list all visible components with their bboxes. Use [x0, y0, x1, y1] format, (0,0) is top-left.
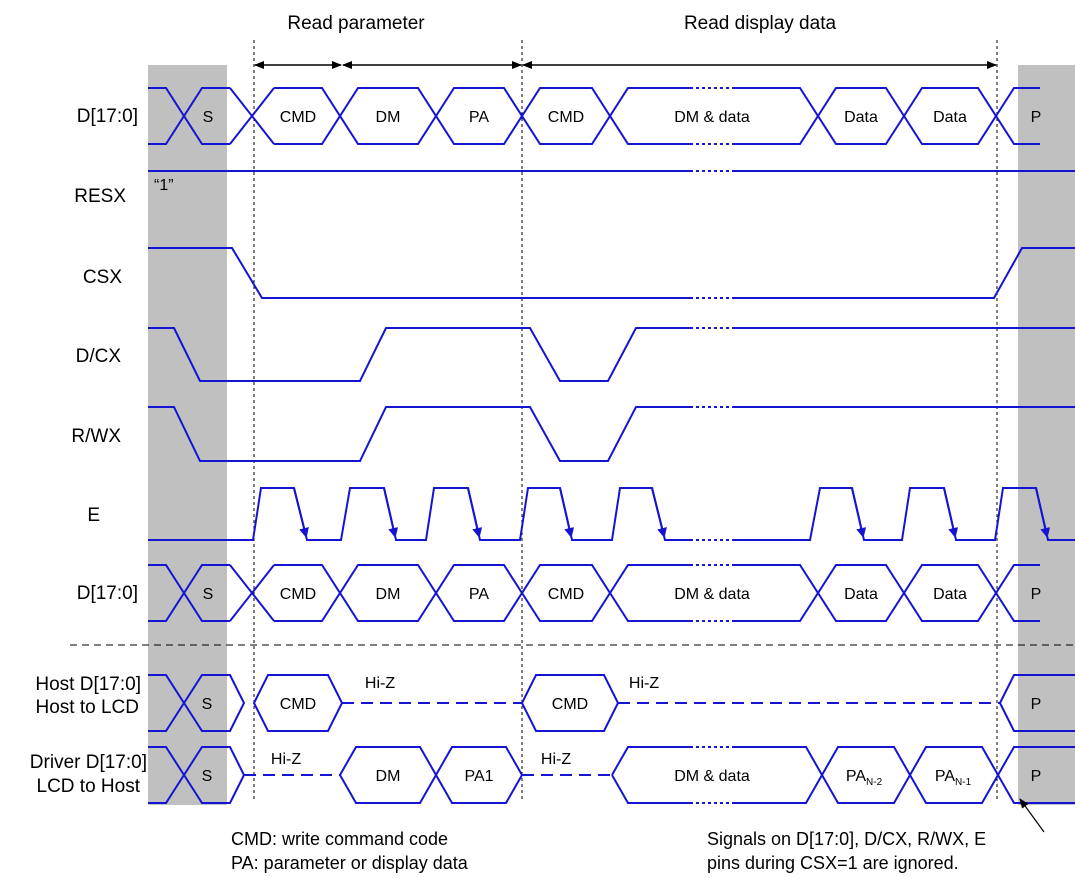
bus-d-top-lower-2	[735, 114, 1040, 145]
signal-label-host-2: Host to LCD	[36, 697, 139, 718]
cell-data: Data	[844, 109, 878, 126]
hiz-label: Hi-Z	[365, 675, 395, 692]
resx-value-label: “1”	[154, 177, 174, 194]
signal-label-rwx: R/WX	[71, 426, 121, 447]
signal-label-d-top: D[17:0]	[77, 106, 138, 127]
signal-label-driver-1: Driver D[17:0]	[30, 752, 147, 773]
signal-label-e: E	[87, 505, 100, 526]
bus-d-top	[148, 87, 1040, 145]
bus-d-bottom-labels: S CMD DM PA CMD DM & data Data Data P	[203, 586, 1042, 603]
bus-driver-labels: S Hi-Z DM PA1 Hi-Z DM & data PAN-2 PAN-1…	[202, 751, 1042, 788]
header-read-parameter: Read parameter	[287, 13, 425, 34]
wave-rwx	[148, 406, 1075, 462]
cell-start: S	[202, 696, 213, 713]
cell-cmd: CMD	[548, 586, 584, 603]
cell-pa: PA	[469, 586, 489, 603]
cell-data: Data	[933, 109, 967, 126]
cell-data: Data	[844, 586, 878, 603]
cell-stop: P	[1031, 586, 1042, 603]
hiz-label: Hi-Z	[629, 675, 659, 692]
cell-dm: DM	[376, 109, 401, 126]
cell-dm-data: DM & data	[674, 768, 750, 785]
wave-e	[148, 487, 1075, 541]
note-ignored-1: Signals on D[17:0], D/CX, R/WX, E	[707, 829, 986, 849]
signal-label-resx: RESX	[74, 186, 126, 207]
signal-label-driver-2: LCD to Host	[37, 776, 141, 797]
bus-d-top-labels: S CMD DM PA CMD DM & data Data Data P	[203, 109, 1042, 126]
cell-stop: P	[1031, 696, 1042, 713]
bus-d-top-upper	[148, 87, 690, 118]
cell-pa-n2: PAN-2	[846, 768, 883, 788]
wave-dcx	[148, 327, 1075, 382]
bus-d-top-cross	[229, 87, 275, 145]
cell-data: Data	[933, 586, 967, 603]
cell-cmd: CMD	[552, 696, 588, 713]
bus-d-top-dots	[690, 87, 735, 145]
cell-pa-n1: PAN-1	[935, 768, 972, 788]
bus-d-top-upper-2	[735, 87, 1040, 118]
shade-end-region	[1018, 65, 1075, 805]
cell-pa1: PA1	[464, 768, 493, 785]
cell-dm: DM	[376, 768, 401, 785]
bus-driver	[148, 746, 1075, 804]
cell-cmd: CMD	[280, 586, 316, 603]
cell-stop: P	[1031, 768, 1042, 785]
cell-start: S	[203, 586, 214, 603]
cell-cmd: CMD	[280, 696, 316, 713]
cell-start: S	[203, 109, 214, 126]
signal-label-csx: CSX	[83, 267, 122, 288]
signal-label-dcx: D/CX	[76, 346, 122, 367]
cell-start: S	[202, 768, 213, 785]
wave-csx	[148, 247, 1075, 299]
header-read-display-data: Read display data	[684, 13, 837, 34]
cell-pa: PA	[469, 109, 489, 126]
cell-cmd: CMD	[548, 109, 584, 126]
hiz-label: Hi-Z	[541, 751, 571, 768]
guide-lines	[253, 40, 998, 800]
signal-label-host-1: Host D[17:0]	[35, 674, 141, 695]
note-cmd: CMD: write command code	[231, 829, 448, 849]
cell-dm-data: DM & data	[674, 109, 750, 126]
bus-d-top-lower	[148, 114, 690, 145]
note-pointer-arrow	[1019, 798, 1045, 833]
bus-d-bottom	[148, 564, 1040, 622]
cell-dm-data: DM & data	[674, 586, 750, 603]
bus-host-labels: S CMD Hi-Z CMD Hi-Z P	[202, 675, 1042, 713]
cell-stop: P	[1031, 109, 1042, 126]
cell-cmd: CMD	[280, 109, 316, 126]
note-ignored-2: pins during CSX=1 are ignored.	[707, 853, 959, 873]
note-pa: PA: parameter or display data	[231, 853, 469, 873]
hiz-label: Hi-Z	[271, 751, 301, 768]
cell-dm: DM	[376, 586, 401, 603]
signal-label-d-bottom: D[17:0]	[77, 583, 138, 604]
bus-host	[148, 674, 1075, 732]
